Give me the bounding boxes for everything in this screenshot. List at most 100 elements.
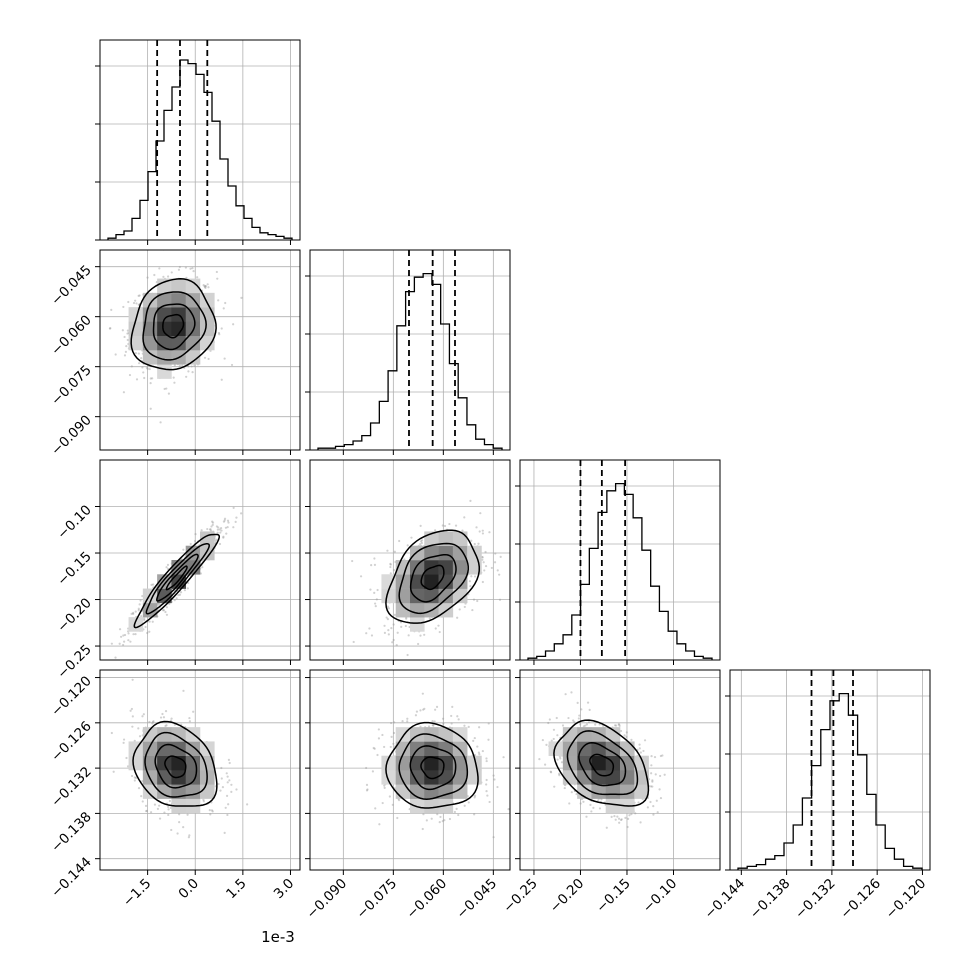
scatter-point-2-0-649 <box>224 526 227 529</box>
scatter-point-1-0-308 <box>177 268 181 271</box>
scatter-point-2-0-325 <box>164 610 167 614</box>
contour-3-2-1 <box>578 742 627 787</box>
density-cell-3-2-6-6 <box>605 770 621 785</box>
scatter-point-2-0-444 <box>151 620 154 623</box>
scatter-point-2-1-47 <box>481 529 484 532</box>
scatter-point-3-1-695 <box>467 725 470 728</box>
scatter-point-2-1-288 <box>419 634 422 637</box>
scatter-point-1-0-669 <box>145 366 149 369</box>
scatter-point-1-0-237 <box>216 277 219 280</box>
density-cell-2-1-6-3 <box>395 602 411 618</box>
density-cell-2-1-9-7 <box>438 545 454 561</box>
contour-3-1-2 <box>398 733 469 800</box>
scatter-point-2-0-59 <box>220 527 223 530</box>
scatter-point-3-2-474 <box>555 716 558 720</box>
scatter-point-2-1-378 <box>482 561 485 564</box>
scatter-point-3-0-498 <box>169 806 172 809</box>
density-cell-3-2-4-8 <box>577 741 592 757</box>
scatter-point-3-2-106 <box>592 806 595 809</box>
scatter-point-1-0-648 <box>141 366 144 369</box>
density-cell-1-0-7-8 <box>200 321 215 337</box>
scatter-point-3-2-255 <box>556 758 559 761</box>
scatter-point-2-0-468 <box>173 599 176 602</box>
scatter-point-2-0-573 <box>122 634 125 637</box>
scatter-point-3-0-476 <box>227 758 230 761</box>
scatter-point-1-0-167 <box>203 285 206 288</box>
scatter-point-3-2-490 <box>624 816 627 819</box>
scatter-point-3-1-530 <box>377 728 380 731</box>
density-cell-3-2-5-9 <box>591 727 607 742</box>
scatter-point-3-1-212 <box>397 799 401 802</box>
scatter-point-2-1-199 <box>392 623 395 626</box>
x-tick-label-0-0: −1.5 <box>120 876 154 910</box>
scatter-point-1-0-465 <box>110 308 113 311</box>
scatter-point-3-0-669 <box>145 809 148 812</box>
scatter-point-2-0-681 <box>177 593 180 597</box>
scatter-point-3-2-610 <box>630 738 633 741</box>
scatter-point-3-1-416 <box>376 753 379 757</box>
density-cell-3-2-3-8 <box>562 741 578 757</box>
scatter-point-3-1-263 <box>487 722 490 725</box>
density-panel-1-0 <box>108 250 243 424</box>
scatter-point-3-0-251 <box>226 775 229 778</box>
scatter-point-3-2-20 <box>614 818 617 821</box>
histogram-0 <box>107 59 293 240</box>
scatter-point-1-0-122 <box>122 305 125 309</box>
scatter-point-1-0-565 <box>222 307 225 310</box>
scatter-point-3-1-240 <box>485 790 488 793</box>
x-tick-label-2-2: −0.15 <box>593 876 634 917</box>
scatter-point-2-1-25 <box>393 550 396 553</box>
scatter-point-3-0-137 <box>167 813 170 817</box>
y-tick-label-2-0: −0.10 <box>54 502 95 543</box>
scatter-point-3-0-616 <box>130 707 134 711</box>
scatter-point-1-0-536 <box>153 273 156 277</box>
scatter-point-2-0-672 <box>209 528 212 531</box>
scatter-point-1-0-244 <box>109 327 112 330</box>
scatter-point-3-2-78 <box>552 728 556 731</box>
scatter-point-3-1-441 <box>492 836 495 839</box>
scatter-point-2-0-339 <box>127 632 130 635</box>
scatter-point-3-1-259 <box>427 725 431 728</box>
contour-3-1-3 <box>385 721 479 809</box>
scatter-point-2-1-550 <box>461 529 464 532</box>
scatter-point-1-0-221 <box>207 357 210 361</box>
scatter-point-3-2-258 <box>584 724 587 727</box>
scatter-point-2-1-589 <box>373 563 377 566</box>
scatter-point-2-0-593 <box>194 532 197 536</box>
scatter-point-3-2-347 <box>580 708 583 711</box>
scatter-point-3-0-689 <box>158 817 162 820</box>
contour-3-0-3 <box>132 720 218 807</box>
density-cell-1-0-4-9 <box>157 307 172 322</box>
scatter-point-3-2-148 <box>582 725 585 728</box>
y-tick-label-3-2: −0.132 <box>48 764 95 811</box>
scatter-point-2-1-676 <box>490 566 493 570</box>
scatter-point-3-1-229 <box>419 709 422 712</box>
scatter-point-3-1-307 <box>393 721 396 724</box>
scatter-point-3-0-544 <box>226 781 229 784</box>
scatter-point-1-0-159 <box>124 350 128 353</box>
scatter-point-2-0-91 <box>139 599 142 602</box>
scatter-point-3-1-121 <box>485 783 488 786</box>
scatter-point-2-1-473 <box>472 598 476 601</box>
density-cell-3-2-7-5 <box>620 784 635 799</box>
scatter-point-2-1-472 <box>419 524 422 527</box>
scatter-point-3-2-143 <box>620 818 623 821</box>
density-panel-2-0 <box>110 506 243 659</box>
contour-1-0-0 <box>162 313 185 339</box>
scatter-point-2-0-61 <box>210 525 213 528</box>
scatter-point-2-0-437 <box>219 531 222 534</box>
scatter-point-3-0-465 <box>144 804 148 807</box>
scatter-point-3-0-346 <box>176 832 179 835</box>
scatter-point-1-0-200 <box>170 271 173 274</box>
histogram-1 <box>317 272 503 450</box>
scatter-point-2-0-27 <box>215 538 218 541</box>
scatter-point-1-0-635 <box>134 352 138 355</box>
scatter-point-2-0-20 <box>144 625 147 629</box>
scatter-point-1-0-40 <box>203 285 206 288</box>
scatter-point-3-1-31 <box>415 710 419 713</box>
scatter-point-3-2-65 <box>579 802 582 805</box>
histogram-3 <box>737 692 923 870</box>
scatter-point-3-0-584 <box>142 713 145 716</box>
scatter-point-2-0-500 <box>143 617 146 620</box>
scatter-point-3-0-142 <box>202 798 205 801</box>
